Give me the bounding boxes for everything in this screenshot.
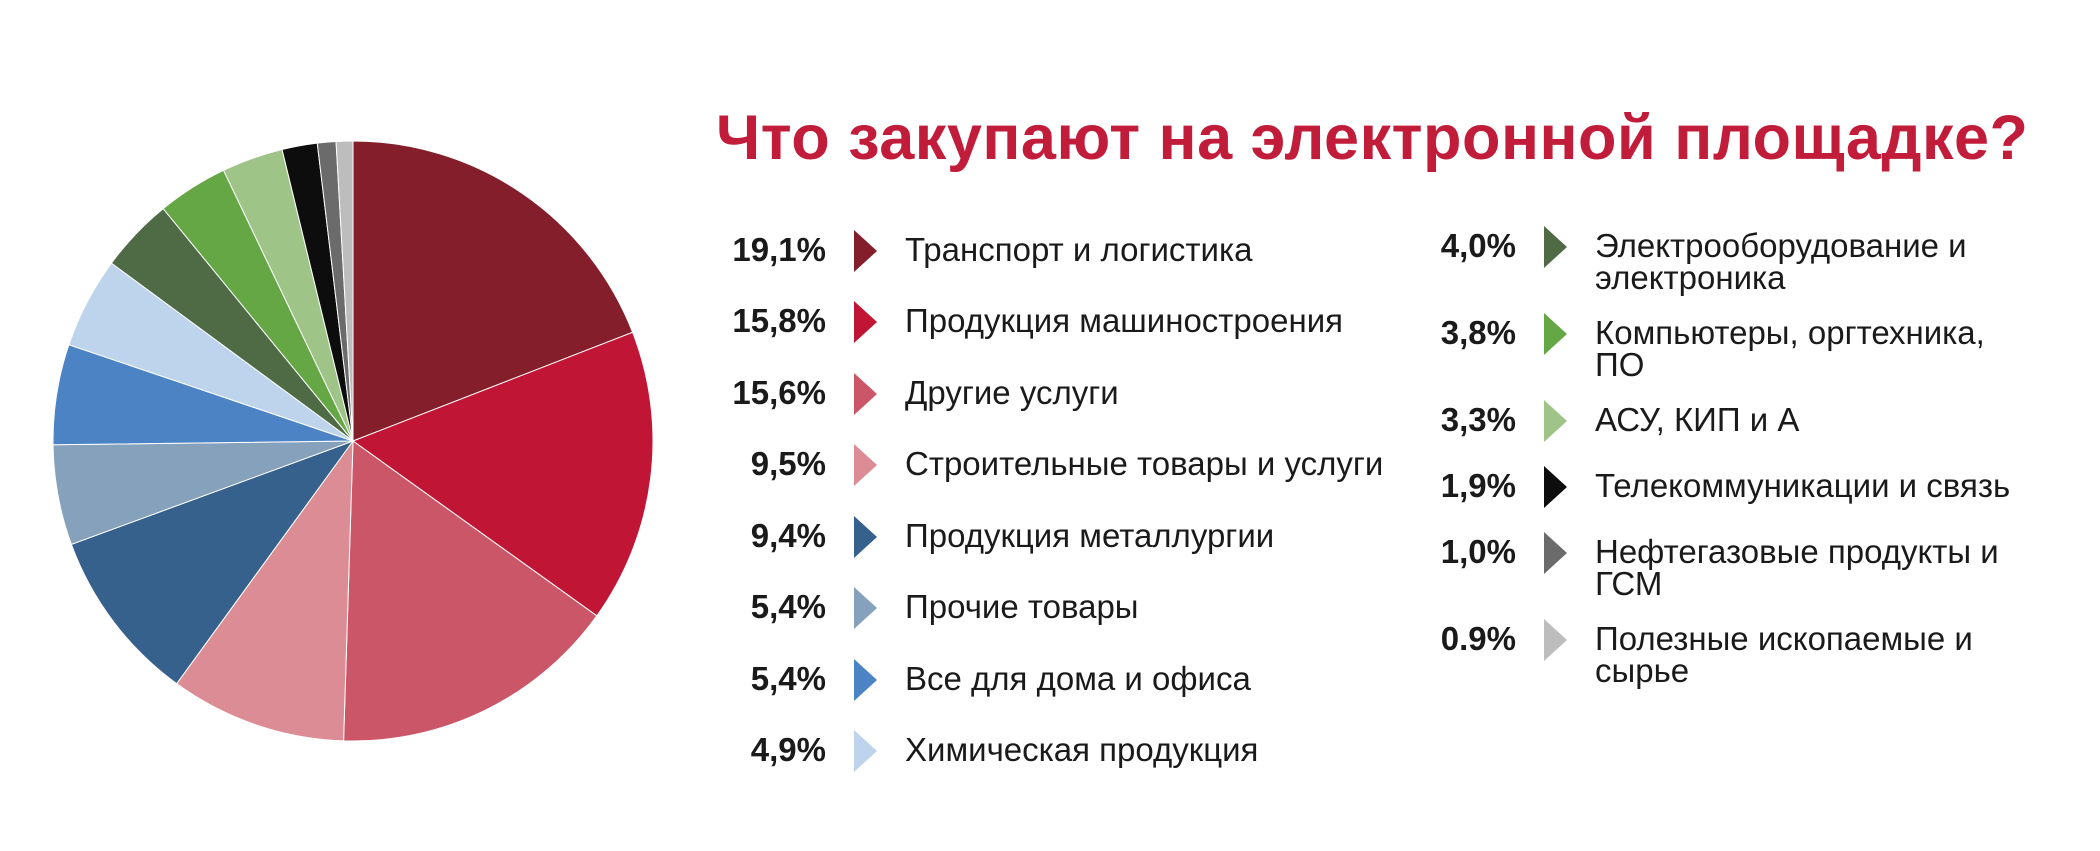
legend-marker-icon [854, 444, 877, 487]
legend-left-column: 19,1% Транспорт и логистика 15,8% Продукция… [710, 228, 1410, 778]
legend-percent: 15,8% [732, 302, 826, 340]
legend-percent: 9,4% [750, 516, 826, 554]
legend-marker-icon [1544, 619, 1567, 661]
legend-label: Другие услуги [905, 373, 1119, 411]
legend-item: 4,0% Электрооборудование и электроника [1400, 224, 2090, 296]
legend-marker-icon [854, 587, 877, 630]
legend-percent: 0.9% [1440, 620, 1516, 657]
legend-label: Телекоммуникации и связь [1595, 467, 2011, 504]
legend-marker-icon [1544, 400, 1567, 442]
legend-marker-icon [1544, 466, 1567, 508]
pie-slice-1 [352, 140, 634, 442]
legend-marker-icon [854, 515, 877, 558]
legend-percent: 1,9% [1440, 467, 1516, 504]
pie-slice-3 [343, 440, 598, 742]
legend-marker-icon [854, 301, 877, 344]
legend-right-column: 4,0% Электрооборудование и электроника 3,8… [1400, 224, 2090, 704]
legend-item: 15,6% Другие услуги [710, 371, 1410, 421]
pie-slice-2 [351, 331, 654, 617]
legend-percent: 3,8% [1440, 314, 1516, 351]
legend-label: Все для дома и офиса [905, 659, 1251, 697]
pie-chart [52, 140, 654, 742]
legend-percent: 9,5% [750, 445, 826, 483]
legend-marker-icon [854, 372, 877, 415]
legend-item: 15,8% Продукция машиностроения [710, 299, 1410, 349]
legend-label: Прочие товары [905, 588, 1139, 626]
legend-item: 1,9% Телекоммуникации и связь [1400, 464, 2090, 510]
legend-label: Химическая продукция [905, 730, 1259, 768]
legend-label: АСУ, КИП и А [1595, 401, 1800, 438]
legend-percent: 1,0% [1440, 533, 1516, 570]
legend-label: Продукция металлургии [905, 516, 1275, 554]
legend-item: 5,4% Все для дома и офиса [710, 657, 1410, 707]
legend-percent: 5,4% [750, 659, 826, 697]
legend-item: 9,5% Строительные товары и услуги [710, 442, 1410, 492]
legend-label: Транспорт и логистика [905, 231, 1253, 268]
legend-marker-icon [854, 658, 877, 701]
legend-percent: 15,6% [732, 373, 826, 411]
legend-item: 19,1% Транспорт и логистика [710, 228, 1410, 278]
legend-percent: 4,0% [1440, 227, 1516, 264]
legend-label: Продукция машиностроения [905, 302, 1343, 340]
legend-label: Полезные ископаемые и сырье [1595, 620, 1973, 689]
legend-item: 5,4% Прочие товары [710, 585, 1410, 635]
pie-slice-14 [335, 140, 354, 442]
legend-item: 9,4% Продукция металлургии [710, 514, 1410, 564]
legend-percent: 4,9% [750, 730, 826, 768]
legend-label: Строительные товары и услуги [905, 445, 1384, 483]
legend-percent: 5,4% [750, 588, 826, 626]
legend-item: 0.9% Полезные ископаемые и сырье [1400, 617, 2090, 689]
legend-item: 3,8% Компьютеры, оргтехника, ПО [1400, 311, 2090, 383]
legend-marker-icon [854, 729, 877, 772]
legend-item: 3,3% АСУ, КИП и А [1400, 398, 2090, 444]
legend-marker-icon [1544, 532, 1567, 574]
legend-label: Компьютеры, оргтехника, ПО [1595, 314, 1985, 383]
legend-item: 4,9% Химическая продукция [710, 728, 1410, 778]
legend-marker-icon [1544, 226, 1567, 268]
legend-percent: 19,1% [732, 231, 826, 268]
chart-title: Что закупают на электронной площадке? [716, 103, 2029, 173]
legend-label: Нефтегазовые продукты и ГСМ [1595, 533, 1999, 602]
legend-marker-icon [1544, 313, 1567, 355]
legend-label: Электрооборудование и электроника [1595, 227, 1967, 296]
legend-item: 1,0% Нефтегазовые продукты и ГСМ [1400, 530, 2090, 602]
legend-percent: 3,3% [1440, 401, 1516, 438]
legend-marker-icon [854, 230, 877, 272]
pie-slice-4 [175, 439, 354, 742]
pie-slice-5 [70, 439, 355, 685]
